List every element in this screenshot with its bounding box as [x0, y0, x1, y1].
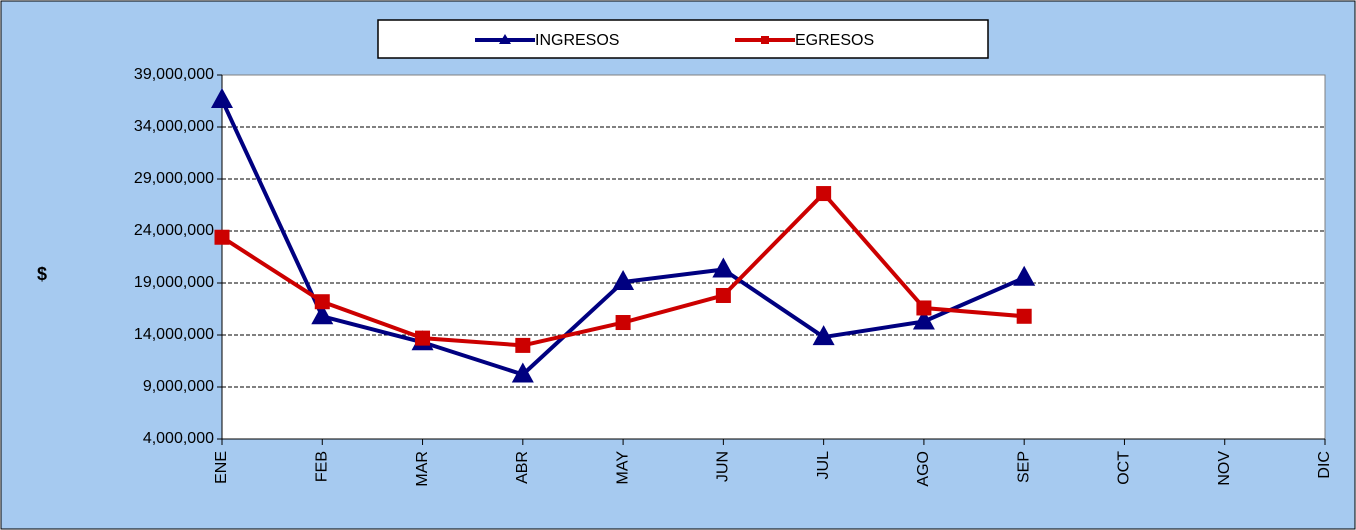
y-tick-label: 24,000,000 [134, 222, 214, 239]
data-point [612, 269, 635, 290]
data-point [816, 186, 832, 202]
legend-marker [761, 36, 769, 44]
x-tick-label: OCT [1116, 451, 1133, 485]
y-axis-label: $ [37, 264, 47, 284]
x-tick-label: FEB [313, 451, 330, 482]
data-point [615, 315, 631, 331]
y-tick-label: 9,000,000 [143, 378, 214, 395]
data-point [1016, 308, 1032, 324]
data-point [515, 337, 531, 353]
data-point [712, 257, 735, 278]
data-point [715, 287, 731, 303]
plot-area [221, 74, 1326, 440]
data-point [511, 362, 534, 383]
data-point [314, 294, 330, 310]
legend-label: INGRESOS [535, 32, 619, 49]
data-point [211, 87, 233, 108]
y-tick-label: 14,000,000 [134, 326, 214, 343]
x-tick-label: JUN [715, 451, 732, 482]
x-tick-label: ENE [213, 451, 230, 484]
x-tick-label: MAR [414, 451, 431, 487]
y-tick-label: 4,000,000 [143, 430, 214, 447]
legend-marker [499, 34, 511, 44]
x-tick-label: AGO [915, 451, 932, 487]
legend-label: EGRESOS [795, 32, 874, 49]
y-tick-label: 19,000,000 [134, 274, 214, 291]
legend [377, 19, 989, 59]
data-point [1013, 265, 1036, 286]
data-point [812, 325, 835, 346]
y-tick-label: 39,000,000 [134, 66, 214, 83]
data-point [916, 300, 932, 316]
data-point [214, 229, 230, 245]
data-point [415, 330, 431, 346]
x-tick-label: NOV [1216, 451, 1233, 486]
y-tick-label: 34,000,000 [134, 118, 214, 135]
x-tick-label: MAY [614, 451, 631, 485]
y-tick-label: 29,000,000 [134, 170, 214, 187]
x-tick-label: SEP [1015, 451, 1032, 483]
x-tick-label: DIC [1316, 451, 1333, 479]
data-point [311, 304, 334, 325]
data-point [912, 309, 935, 330]
x-tick-label: ABR [514, 451, 531, 484]
x-tick-label: JUL [815, 451, 832, 480]
